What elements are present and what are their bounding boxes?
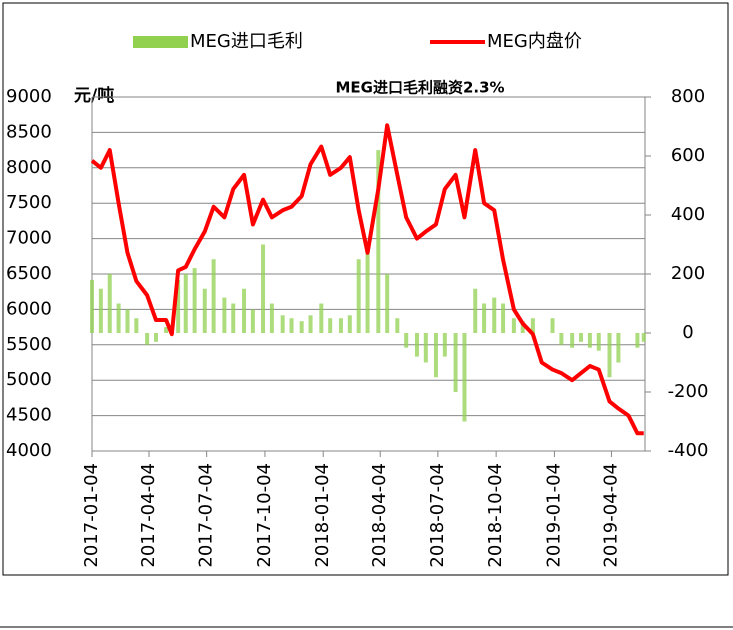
y2-tick-label: 200 — [671, 263, 705, 284]
bar — [414, 333, 419, 357]
legend-label: MEG内盘价 — [487, 31, 582, 52]
bar — [231, 303, 236, 333]
x-tick-label: 2017-04-04 — [138, 463, 159, 568]
bar — [125, 309, 130, 333]
bar — [299, 321, 304, 333]
bar — [250, 309, 255, 333]
legend-label: MEG进口毛利 — [190, 31, 303, 52]
bar — [289, 318, 294, 333]
bar — [261, 244, 266, 333]
bar — [145, 333, 150, 345]
bar — [482, 303, 487, 333]
y2-tick-label: 600 — [671, 145, 705, 166]
bar — [280, 315, 285, 333]
x-tick-label: 2017-01-04 — [81, 463, 102, 568]
bar — [90, 279, 94, 333]
bar — [308, 315, 313, 333]
bar — [107, 274, 112, 333]
x-tick-label: 2018-04-04 — [369, 463, 390, 568]
bar — [347, 315, 352, 333]
bar — [530, 318, 535, 333]
y2-tick-label: -400 — [668, 440, 709, 461]
bar — [365, 244, 370, 333]
bar — [404, 333, 409, 348]
bar — [242, 288, 247, 333]
y2-tick-label: -200 — [668, 381, 709, 402]
bar — [134, 318, 139, 333]
x-tick-label: 2019-04-04 — [600, 463, 621, 568]
y-tick-label: 8500 — [6, 121, 52, 142]
bar — [338, 318, 343, 333]
bar — [222, 297, 227, 333]
line — [90, 123, 644, 436]
y-tick-label: 9000 — [6, 86, 52, 107]
bar — [202, 288, 207, 333]
bar — [269, 303, 274, 333]
bar — [559, 333, 564, 345]
x-tick-label: 2017-07-04 — [196, 463, 217, 568]
x-tick-label: 2018-10-04 — [485, 463, 506, 568]
bar — [423, 333, 428, 363]
annotation: MEG进口毛利融资2.3% — [335, 79, 504, 97]
bar — [607, 333, 612, 378]
x-tick-label: 2018-01-04 — [312, 463, 333, 568]
bar — [635, 333, 640, 348]
bar — [520, 321, 525, 333]
bar — [164, 327, 169, 333]
y2-tick-label: 0 — [682, 322, 693, 343]
y2-tick-label: 800 — [671, 86, 705, 107]
bar — [501, 303, 506, 333]
bar — [211, 259, 216, 333]
bar — [395, 318, 400, 333]
y-axis-label: 元/吨 — [74, 85, 114, 106]
y-tick-label: 4500 — [6, 405, 52, 426]
y-tick-label: 6500 — [6, 263, 52, 284]
bar — [473, 288, 478, 333]
bar — [319, 303, 324, 333]
bar — [453, 333, 458, 392]
bar — [570, 333, 575, 348]
bar — [433, 333, 438, 378]
y-tick-label: 8000 — [6, 157, 52, 178]
bar — [183, 274, 188, 333]
bar — [511, 318, 516, 333]
bar — [385, 274, 390, 333]
y-tick-label: 7000 — [6, 228, 52, 249]
bar — [596, 333, 601, 351]
y-tick-label: 5000 — [6, 369, 52, 390]
legend: MEG进口毛利 MEG内盘价 — [133, 31, 582, 52]
x-tick-label: 2018-07-04 — [427, 463, 448, 568]
bar — [356, 259, 361, 333]
bar — [192, 268, 197, 333]
y-tick-label: 5500 — [6, 334, 52, 355]
chart-frame — [2, 2, 729, 576]
bar — [587, 333, 592, 348]
y2-tick-label: 400 — [671, 204, 705, 225]
bar — [641, 333, 646, 342]
bar — [616, 333, 621, 363]
bar — [462, 333, 467, 422]
bar — [98, 288, 103, 333]
bar — [176, 279, 181, 333]
legend-swatch — [133, 36, 188, 48]
y-tick-label: 6000 — [6, 298, 52, 319]
bar — [328, 318, 333, 333]
y-tick-label: 7500 — [6, 192, 52, 213]
y-tick-label: 4000 — [6, 440, 52, 461]
bar — [550, 318, 555, 333]
bar — [376, 150, 381, 333]
bar — [492, 297, 497, 333]
bar — [579, 333, 584, 342]
bar — [442, 333, 447, 357]
bar — [153, 333, 158, 342]
x-tick-label: 2019-01-04 — [543, 463, 564, 568]
x-tick-label: 2017-10-04 — [254, 463, 275, 568]
bar — [116, 303, 121, 333]
